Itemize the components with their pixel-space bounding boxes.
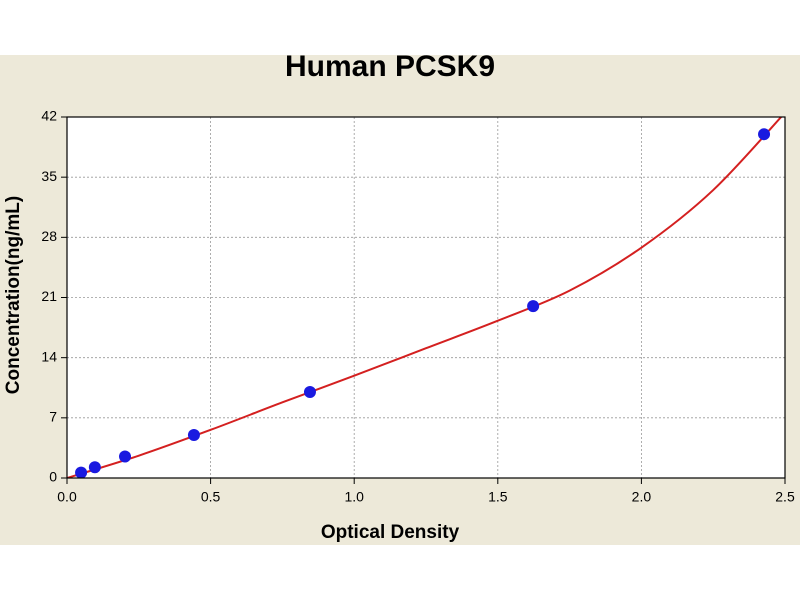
x-tick-label: 2.0: [632, 489, 652, 505]
y-tick-label: 7: [49, 409, 57, 425]
y-tick-label: 42: [41, 108, 57, 124]
y-tick-label: 35: [41, 168, 57, 184]
data-point: [75, 466, 88, 478]
x-tick-label: 0.0: [57, 489, 77, 505]
data-point: [88, 461, 101, 474]
y-tick-label: 28: [41, 228, 57, 244]
x-tick-label: 1.5: [488, 489, 508, 505]
data-point: [187, 429, 200, 442]
y-tick-label: 0: [49, 469, 57, 485]
x-tick-label: 0.5: [201, 489, 221, 505]
chart-title: Human PCSK9: [285, 50, 495, 83]
data-point: [119, 450, 132, 463]
x-tick-label: 1.0: [344, 489, 364, 505]
x-axis-label: Optical Density: [321, 522, 460, 543]
data-point: [758, 128, 771, 141]
y-tick-label: 14: [41, 348, 57, 364]
ticks: 0.0 0.5 1.0 1.5 2.0 2.5 0 7 14 21 28 35 42: [41, 108, 795, 505]
data-point: [303, 386, 316, 399]
x-tick-label: 2.5: [775, 489, 795, 505]
plot-area: [67, 117, 785, 478]
data-point: [527, 300, 540, 313]
marks: [67, 117, 783, 478]
y-tick-label: 21: [41, 288, 57, 304]
y-axis-label: Concentration(ng/mL): [3, 196, 24, 394]
